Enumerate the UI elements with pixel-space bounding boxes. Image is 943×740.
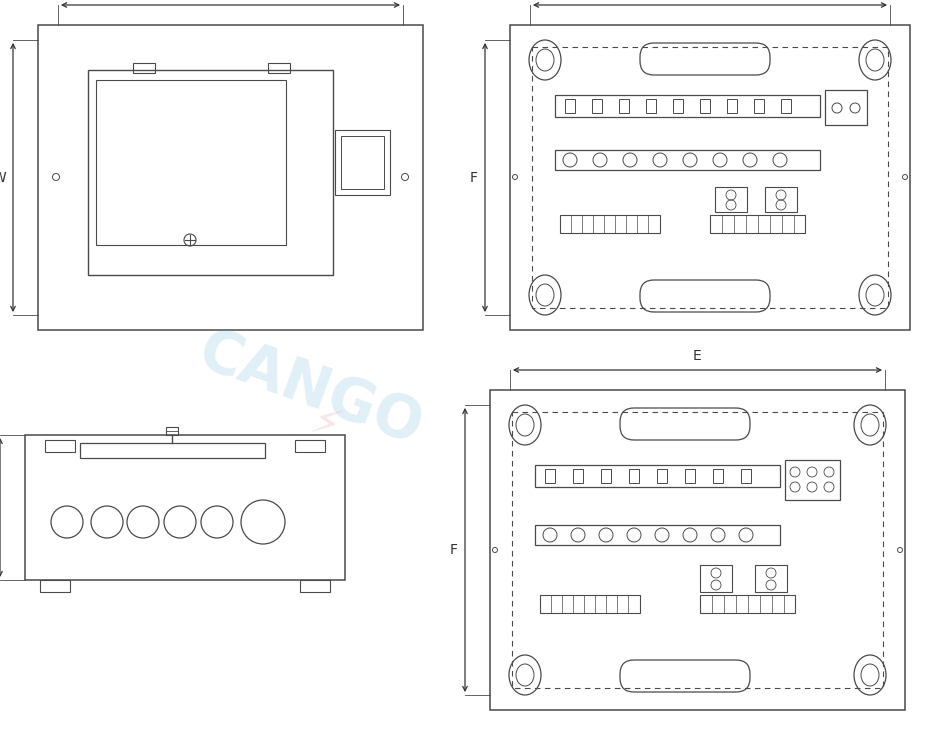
Bar [490,390,905,710]
Bar [741,469,751,483]
Bar [673,99,683,113]
Bar [685,469,695,483]
Bar [300,580,330,592]
Bar [45,440,75,452]
Bar [781,99,791,113]
Bar [40,580,70,592]
Bar [555,150,820,170]
Bar [573,469,583,483]
Bar [88,70,333,275]
Bar [657,469,667,483]
Bar [96,80,286,245]
Bar [592,99,602,113]
Bar [565,99,575,113]
Text: W: W [0,170,6,184]
Bar [38,25,423,330]
Bar [335,130,390,195]
Text: F: F [470,170,478,184]
Text: E: E [693,349,702,363]
Bar [341,136,384,189]
Bar [268,63,290,73]
Bar [601,469,611,483]
Bar [25,435,345,580]
Bar [785,460,840,500]
Bar [545,469,555,483]
Bar [755,565,787,592]
Bar [560,215,660,233]
Bar [727,99,737,113]
Bar [629,469,639,483]
Bar [700,99,710,113]
Bar [619,99,629,113]
Bar [535,525,780,545]
Bar [710,215,805,233]
Bar [532,47,888,308]
Bar [825,90,867,125]
Bar [512,412,883,688]
Bar [295,440,325,452]
Bar [555,95,820,117]
Bar [80,443,265,458]
Bar [535,465,780,487]
Bar [166,427,178,435]
Bar [700,595,795,613]
Bar [540,595,640,613]
Bar [510,25,910,330]
Text: ⚡: ⚡ [304,400,346,450]
Text: F: F [450,543,458,557]
Bar [754,99,764,113]
Text: CANGO: CANGO [190,323,430,457]
Bar [646,99,656,113]
Bar [713,469,723,483]
Bar [700,565,732,592]
Bar [133,63,155,73]
Bar [765,187,797,212]
Bar [715,187,747,212]
